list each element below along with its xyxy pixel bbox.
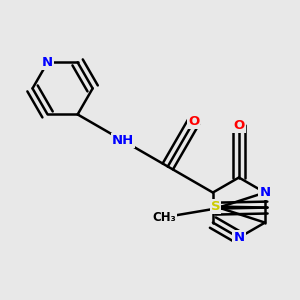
Text: O: O — [188, 115, 200, 128]
Text: NH: NH — [112, 134, 134, 147]
Text: N: N — [42, 56, 53, 69]
Text: S: S — [211, 200, 220, 213]
Text: N: N — [260, 186, 271, 199]
Text: CH₃: CH₃ — [152, 211, 176, 224]
Text: O: O — [233, 119, 244, 132]
Text: N: N — [233, 231, 244, 244]
